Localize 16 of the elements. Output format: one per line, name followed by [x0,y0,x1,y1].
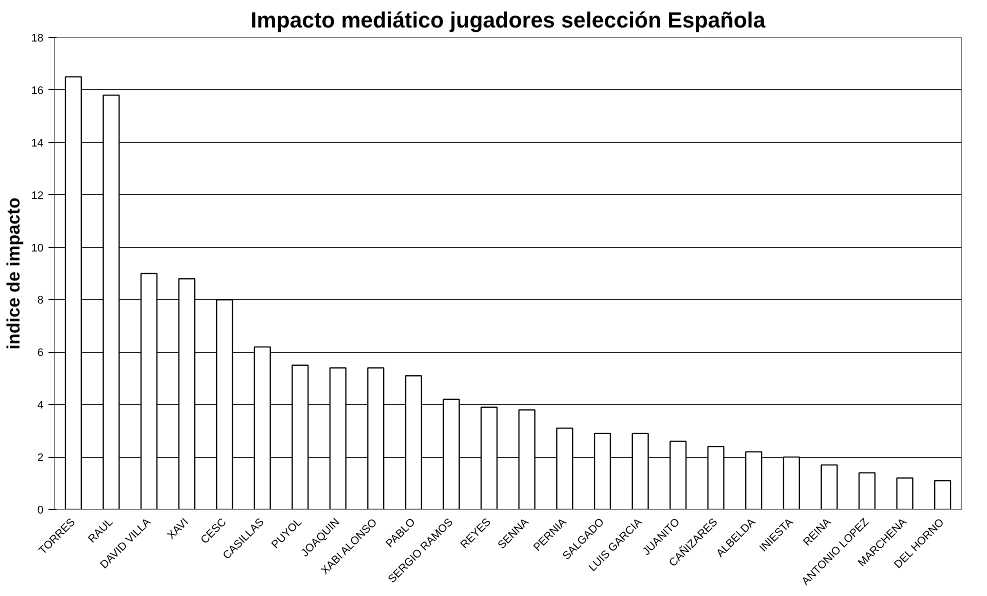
bar [820,464,838,510]
bar [934,480,952,510]
chart-title: Impacto mediático jugadores selección Española [250,8,766,32]
y-tick-label: 6 [37,347,44,360]
y-tick-label: 16 [31,84,44,97]
y-tick-label: 4 [37,400,44,412]
y-tick-label: 10 [31,242,44,254]
bar [858,472,876,510]
y-tick-label: 2 [37,452,44,464]
y-axis-title: indice de impacto [3,197,24,350]
y-tick-label: 14 [31,137,44,150]
y-tick-label: 18 [31,32,44,44]
bar [896,477,914,510]
y-tick-label: 8 [37,294,44,307]
y-tick-label: 0 [37,504,44,516]
y-tick-label: 12 [31,190,44,202]
